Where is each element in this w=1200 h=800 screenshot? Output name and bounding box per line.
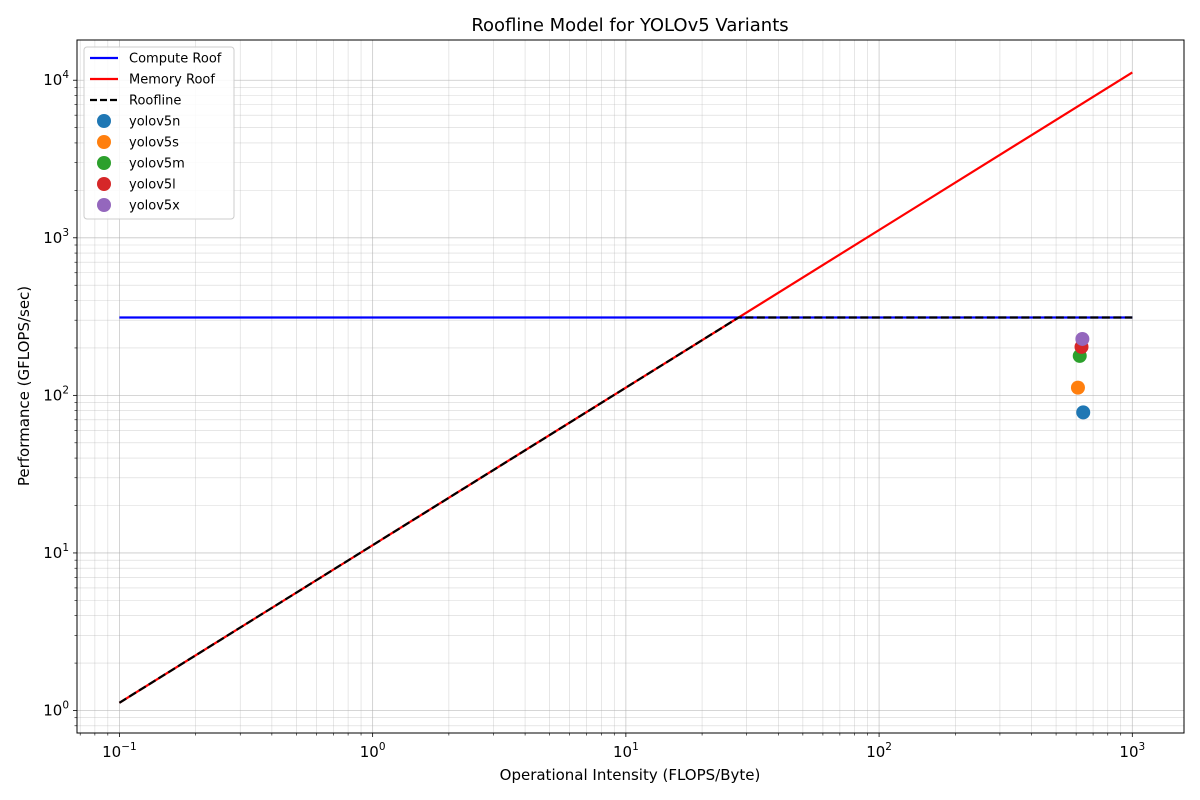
legend-marker-swatch [97,198,111,212]
y-tick-label: 101 [43,542,69,562]
x-tick-base: 10 [866,743,885,761]
x-tick-base: 10 [102,743,121,761]
y-tick-exponent: 2 [62,384,69,396]
legend-label: yolov5n [129,115,180,130]
minor-grid [77,40,1184,733]
x-tick-base: 10 [613,743,632,761]
y-tick-exponent: 4 [62,69,69,81]
y-tick-exponent: 1 [62,542,69,554]
legend-label: Roofline [129,94,181,109]
x-axis-label: Operational Intensity (FLOPS/Byte) [500,766,761,784]
data-points [1070,331,1091,420]
y-tick-base: 10 [43,702,62,720]
x-tick-base: 10 [1119,743,1138,761]
x-tick-base: 10 [360,743,379,761]
x-tick-label: 101 [613,741,639,761]
yolov5s-point [1070,380,1085,395]
x-tick-exponent: 0 [379,741,386,753]
y-tick-base: 10 [43,544,62,562]
legend-marker-swatch [97,156,111,170]
legend-marker-swatch [97,177,111,191]
x-tick-label: 103 [1119,741,1145,761]
legend-label: yolov5l [129,178,176,193]
legend-box [83,46,235,220]
y-tick-exponent: 3 [62,227,69,239]
x-tick-label: 102 [866,741,892,761]
x-tick-exponent: 3 [1139,741,1146,753]
x-tick-exponent: 1 [632,741,639,753]
legend: Compute Roof Memory Roof Roofline yolov5n yo… [83,46,235,220]
y-tick-label: 103 [43,227,69,247]
x-tick-label: 10−1 [102,741,137,761]
legend-marker-swatch [97,135,111,149]
y-tick-base: 10 [43,386,62,404]
yolov5x-point [1075,331,1090,346]
y-tick-base: 10 [43,71,62,89]
x-tick-exponent: −1 [121,741,136,753]
y-tick-exponent: 0 [62,700,69,712]
y-tick-label: 102 [43,384,69,404]
y-tick-base: 10 [43,229,62,247]
y-tick-label: 100 [43,700,69,720]
legend-label: yolov5x [129,199,180,214]
legend-label: Memory Roof [129,73,215,88]
plot-frame [76,39,1185,734]
chart-title: Roofline Model for YOLOv5 Variants [471,15,788,36]
yolov5n-point [1076,405,1091,420]
x-tick-exponent: 2 [885,741,892,753]
y-axis-label: Performance (GFLOPS/sec) [15,286,33,486]
legend-label: yolov5s [129,136,179,151]
legend-marker-swatch [97,114,111,128]
legend-label: Compute Roof [129,52,222,67]
roof-lines [118,71,1133,704]
roofline-line [118,316,1133,704]
legend-label: yolov5m [129,157,185,172]
y-tick-label: 104 [43,69,69,89]
x-tick-label: 100 [360,741,386,761]
